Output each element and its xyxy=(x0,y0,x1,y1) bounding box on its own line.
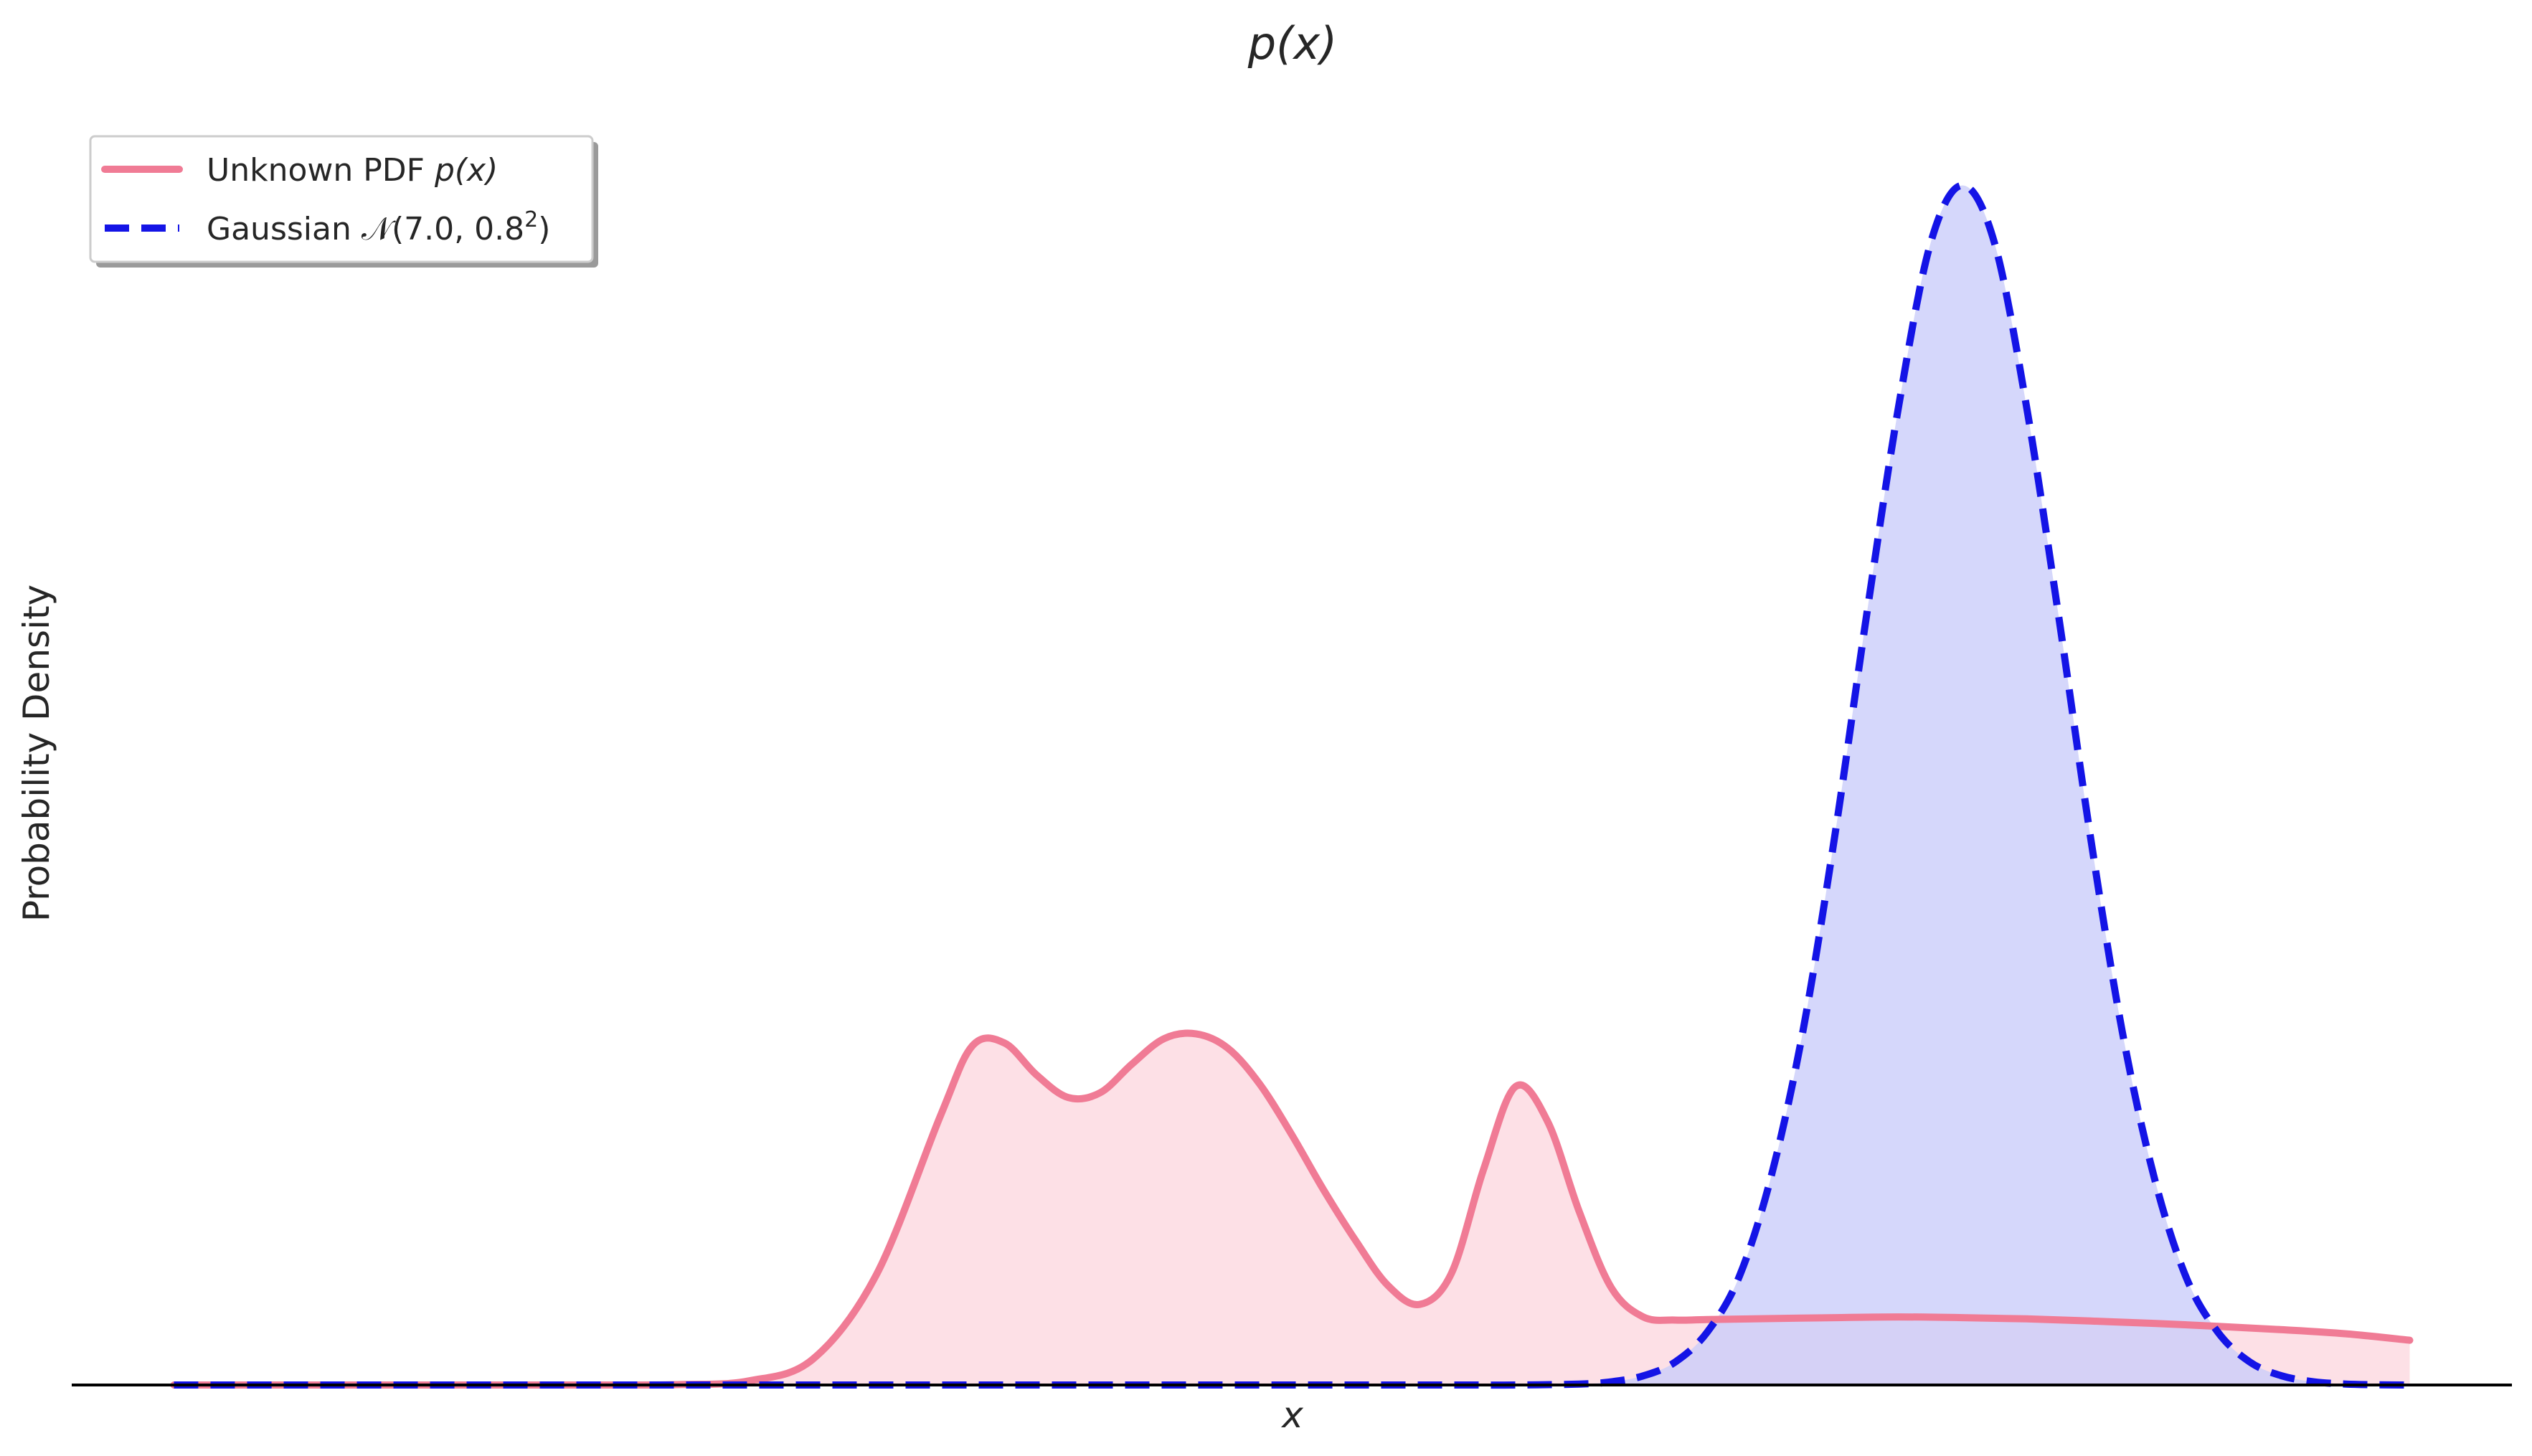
chart-title: p(x) xyxy=(1247,17,1337,70)
y-axis-label: Probability Density xyxy=(16,585,57,922)
legend-label-unknown-pdf: Unknown PDF p(x) xyxy=(207,152,498,189)
series-fills xyxy=(174,185,2410,1386)
legend: Unknown PDF p(x) Gaussian 𝒩(7.0, 0.82) xyxy=(89,135,598,268)
plot-area xyxy=(72,181,2512,1389)
series-area-gaussian xyxy=(174,185,2410,1386)
legend-label-gaussian: Gaussian 𝒩(7.0, 0.82) xyxy=(207,207,550,247)
legend-box xyxy=(89,135,594,263)
x-axis-label: x xyxy=(1280,1394,1303,1436)
series-area-unknown-pdf xyxy=(174,1033,2410,1386)
